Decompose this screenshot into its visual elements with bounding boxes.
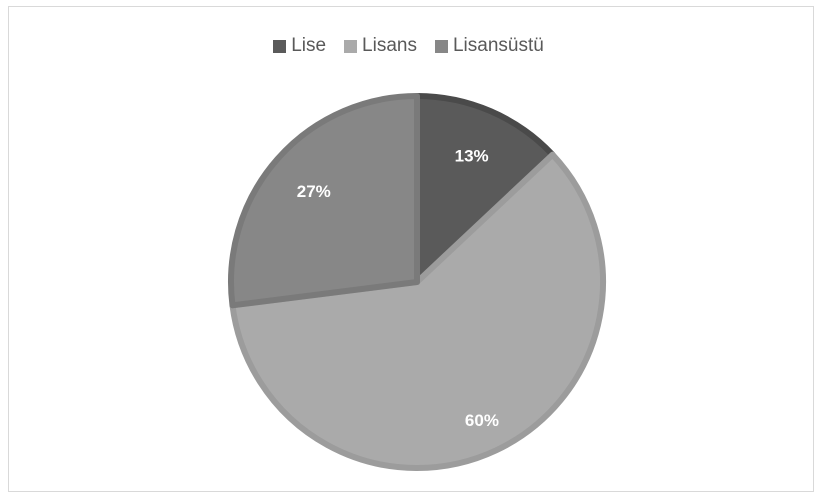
- pie-slice-lisans: [229, 151, 606, 471]
- pie-slice-lise: [414, 93, 556, 285]
- legend-swatch-lisans: [344, 39, 358, 53]
- legend-item-lisans: Lisans: [344, 35, 417, 57]
- pie-slice-lisansustu: [228, 93, 420, 309]
- legend-label-lisansustu: Lisansüstü: [452, 35, 544, 56]
- legend-swatch-lisansustu: [434, 39, 448, 53]
- data-label-lisansustu: 27%: [297, 182, 331, 201]
- data-label-lise: 13%: [455, 147, 489, 166]
- data-label-lisans: 60%: [465, 411, 499, 430]
- legend-swatch-lise: [273, 39, 287, 53]
- legend-label-lise: Lise: [291, 35, 327, 56]
- legend: Lise Lisans Lisansüstü: [0, 35, 817, 57]
- legend-item-lise: Lise: [273, 35, 326, 57]
- legend-label-lisans: Lisans: [362, 35, 417, 56]
- legend-item-lisansustu: Lisansüstü: [434, 35, 544, 57]
